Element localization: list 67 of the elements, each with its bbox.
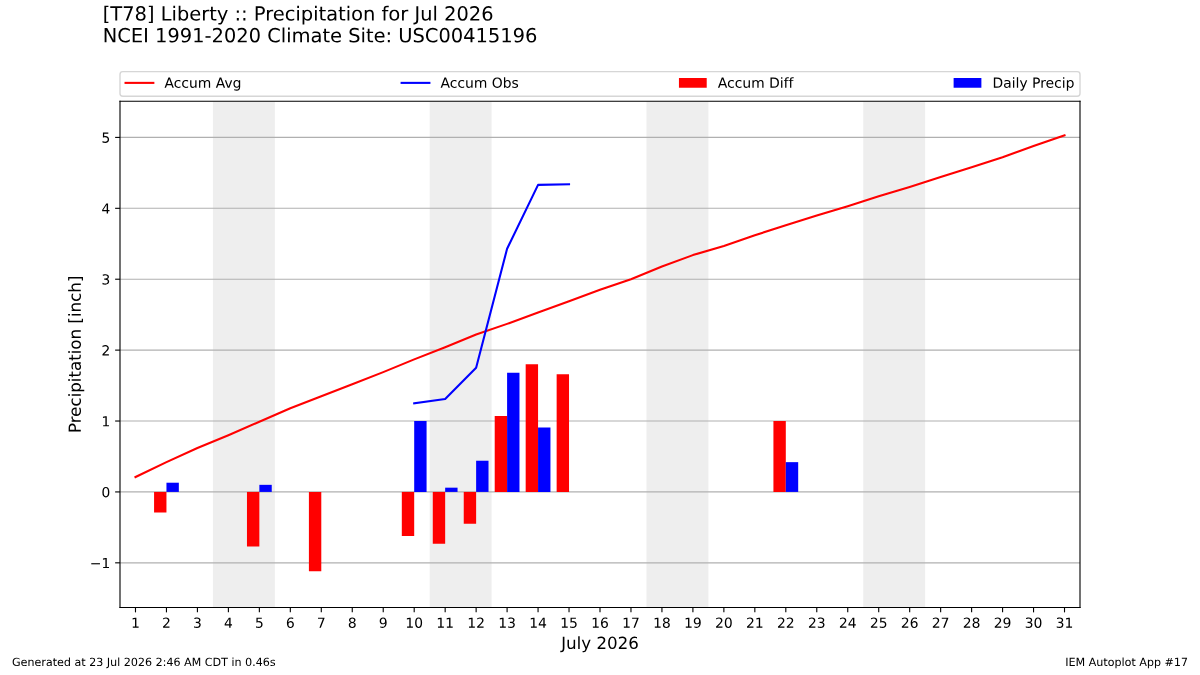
x-tick-label: 27 <box>932 617 949 628</box>
x-tick-label: 31 <box>1056 617 1073 628</box>
x-tick-label: 26 <box>901 617 918 628</box>
y-tick-label: 1 <box>102 416 109 427</box>
x-tick-label: 15 <box>561 617 577 628</box>
y-tick-label: 4 <box>102 203 110 214</box>
bar <box>538 427 551 492</box>
y-axis-title: Precipitation [inch] <box>68 277 85 432</box>
text: IEM Autoplot App #17 <box>1066 657 1188 669</box>
legend-label: Accum Obs <box>440 77 519 88</box>
legend-label: Accum Diff <box>717 77 794 88</box>
x-tick-label: 10 <box>406 617 423 628</box>
y-tick-label: −1 <box>91 557 109 569</box>
bar <box>494 416 508 492</box>
x-tick-label: 9 <box>379 617 387 628</box>
x-tick-label: 3 <box>194 617 201 628</box>
bar <box>414 421 427 492</box>
bar <box>166 482 179 492</box>
x-tick-label: 30 <box>1025 617 1042 628</box>
x-tick-label: 16 <box>592 617 608 628</box>
bar <box>785 462 799 492</box>
x-tick-label: 12 <box>468 617 484 628</box>
x-tick-label: 24 <box>839 617 856 628</box>
chart-title: [T78] Liberty :: Precipitation for Jul 2026 NCEI 1991-2020 Climate Site: USC00415196 <box>104 5 537 43</box>
text: Generated at 23 Jul 2026 2:46 AM CDT in 0.46s <box>12 657 276 669</box>
y-tick-label: 0 <box>102 486 110 498</box>
x-tick-label: 5 <box>256 617 263 628</box>
bar <box>556 374 570 492</box>
x-tick-label: 2 <box>163 617 170 628</box>
bar <box>476 460 489 492</box>
x-tick-label: 6 <box>286 617 294 628</box>
bar <box>259 484 272 492</box>
x-tick-label: 1 <box>132 617 139 628</box>
x-tick-label: 17 <box>623 617 639 628</box>
bar <box>525 364 539 492</box>
x-tick-label: 18 <box>654 617 670 628</box>
y-tick-label: 2 <box>102 345 109 356</box>
bar <box>246 491 260 547</box>
legend-label: Accum Avg <box>164 77 241 91</box>
line-series <box>413 183 571 405</box>
x-tick-label: 11 <box>437 617 453 628</box>
bar <box>463 491 477 524</box>
x-tick-label: 8 <box>348 617 356 628</box>
x-tick-label: 13 <box>499 617 515 628</box>
legend-label: Daily Precip <box>993 77 1074 91</box>
y-tick-label: 3 <box>102 274 110 285</box>
bar <box>308 491 322 572</box>
x-axis-title: July 2026 <box>560 636 638 653</box>
bar <box>445 487 458 492</box>
bar <box>773 421 786 492</box>
x-tick-label: 4 <box>224 617 233 628</box>
bar <box>401 491 415 536</box>
x-tick-label: 21 <box>747 617 763 628</box>
x-tick-label: 28 <box>963 617 980 628</box>
bar <box>507 372 520 492</box>
x-tick-label: 23 <box>808 617 825 628</box>
x-tick-label: 19 <box>685 617 701 628</box>
x-tick-label: 14 <box>530 617 547 628</box>
x-tick-label: 25 <box>870 617 887 628</box>
x-tick-label: 7 <box>318 617 325 628</box>
x-tick-label: 20 <box>716 617 732 628</box>
x-tick-label: 22 <box>777 617 794 628</box>
line-series <box>134 134 1066 479</box>
bar <box>432 491 446 544</box>
bar <box>154 491 167 513</box>
x-tick-label: 29 <box>994 617 1011 628</box>
y-tick-label: 5 <box>102 132 110 143</box>
